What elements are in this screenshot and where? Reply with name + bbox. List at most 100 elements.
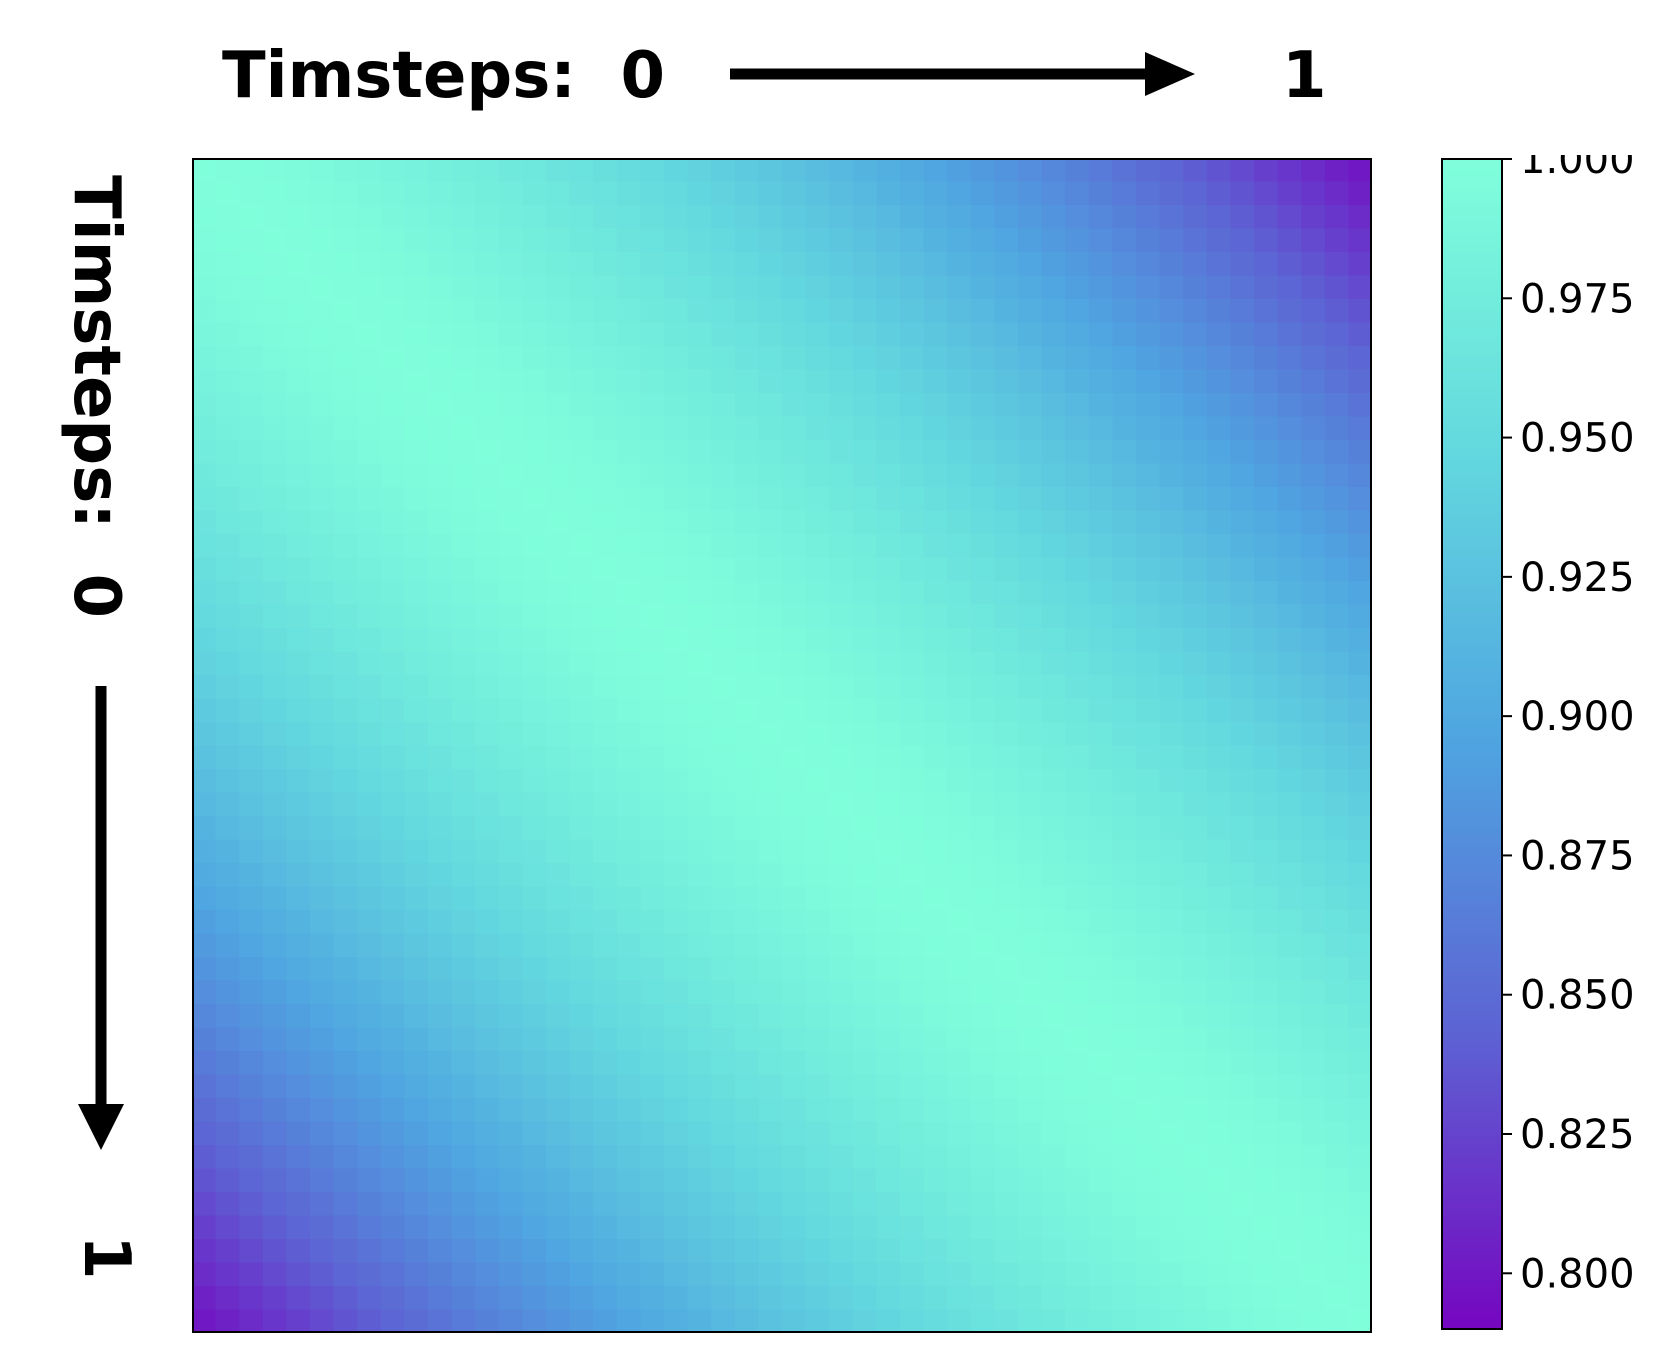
heatmap-cell	[192, 252, 217, 277]
heatmap-cell	[616, 863, 641, 888]
heatmap-cell	[664, 205, 689, 230]
colorbar-tick-label: 0.875	[1520, 833, 1635, 879]
colorbar-gradient	[1441, 158, 1503, 1330]
heatmap-cell	[380, 1098, 405, 1123]
heatmap-cell	[1065, 393, 1090, 418]
heatmap-cell	[758, 1215, 783, 1240]
heatmap-cell	[829, 299, 854, 324]
heatmap-cell	[1301, 675, 1326, 700]
heatmap-cell	[711, 957, 736, 982]
heatmap-cell	[333, 1262, 358, 1287]
heatmap-cell	[1348, 698, 1372, 723]
heatmap-cell	[1065, 440, 1090, 465]
heatmap-cell	[687, 1027, 712, 1052]
heatmap-cell	[1018, 534, 1043, 559]
heatmap-cell	[734, 1145, 759, 1170]
heatmap-cell	[616, 252, 641, 277]
heatmap-cell	[758, 369, 783, 394]
heatmap-cell	[333, 980, 358, 1005]
heatmap-cell	[970, 628, 995, 653]
heatmap-cell	[546, 1004, 571, 1029]
heatmap-cell	[782, 463, 807, 488]
heatmap-cell	[852, 487, 877, 512]
heatmap-cell	[428, 628, 453, 653]
heatmap-cell	[829, 369, 854, 394]
heatmap-cell	[876, 510, 901, 535]
heatmap-cell	[286, 745, 311, 770]
heatmap-cell	[451, 346, 476, 371]
heatmap-cell	[593, 675, 618, 700]
heatmap-cell	[192, 1215, 217, 1240]
heatmap-cell	[1277, 228, 1302, 253]
heatmap-cell	[1324, 228, 1349, 253]
heatmap-cell	[1018, 1074, 1043, 1099]
heatmap-cell	[475, 1098, 500, 1123]
heatmap-cell	[1301, 158, 1326, 183]
heatmap-cell	[852, 1168, 877, 1193]
heatmap-cell	[1136, 863, 1161, 888]
x-axis-end: 1	[1282, 39, 1327, 113]
heatmap-cell	[829, 346, 854, 371]
heatmap-cell	[829, 1286, 854, 1311]
heatmap-cell	[1112, 487, 1137, 512]
heatmap-cell	[1254, 933, 1279, 958]
heatmap-cell	[947, 839, 972, 864]
heatmap-cell	[664, 910, 689, 935]
heatmap-cell	[900, 557, 925, 582]
heatmap-cell	[1018, 722, 1043, 747]
heatmap-cell	[994, 463, 1019, 488]
heatmap-cell	[286, 1239, 311, 1264]
heatmap-cell	[1277, 1145, 1302, 1170]
heatmap-cell	[310, 604, 335, 629]
heatmap-cell	[451, 1262, 476, 1287]
heatmap-cell	[1136, 980, 1161, 1005]
heatmap-cell	[711, 510, 736, 535]
heatmap-cell	[900, 628, 925, 653]
heatmap-cell	[900, 980, 925, 1005]
heatmap-cell	[1206, 698, 1231, 723]
heatmap-cell	[1088, 1074, 1113, 1099]
heatmap-cell	[498, 393, 523, 418]
heatmap-cell	[593, 275, 618, 300]
heatmap-cell	[1254, 581, 1279, 606]
heatmap-cell	[805, 158, 830, 183]
heatmap-cell	[1065, 534, 1090, 559]
heatmap-cell	[923, 957, 948, 982]
heatmap-cell	[475, 839, 500, 864]
heatmap-cell	[593, 957, 618, 982]
heatmap-cell	[380, 158, 405, 183]
heatmap-cell	[782, 1121, 807, 1146]
heatmap-cell	[1112, 1098, 1137, 1123]
heatmap-cell	[1348, 299, 1372, 324]
heatmap-cell	[1206, 346, 1231, 371]
heatmap-cell	[239, 322, 264, 347]
heatmap-cell	[1324, 1215, 1349, 1240]
heatmap-cell	[782, 369, 807, 394]
heatmap-cell	[593, 1027, 618, 1052]
heatmap-cell	[310, 816, 335, 841]
heatmap-cell	[664, 1215, 689, 1240]
heatmap-cell	[546, 863, 571, 888]
heatmap-cell	[1254, 1121, 1279, 1146]
heatmap-cell	[1088, 393, 1113, 418]
heatmap-cell	[451, 745, 476, 770]
heatmap-cell	[1065, 1168, 1090, 1193]
heatmap-cell	[404, 1121, 429, 1146]
heatmap-cell	[357, 980, 382, 1005]
heatmap-cell	[734, 557, 759, 582]
heatmap-cell	[1041, 393, 1066, 418]
heatmap-cell	[900, 769, 925, 794]
heatmap-cell	[805, 440, 830, 465]
heatmap-cell	[286, 933, 311, 958]
heatmap-cell	[404, 675, 429, 700]
heatmap-cell	[1088, 1027, 1113, 1052]
heatmap-cell	[498, 581, 523, 606]
heatmap-cell	[805, 1192, 830, 1217]
heatmap-cell	[475, 651, 500, 676]
heatmap-cell	[1136, 675, 1161, 700]
heatmap-cell	[192, 299, 217, 324]
heatmap-cell	[215, 863, 240, 888]
heatmap-cell	[451, 675, 476, 700]
heatmap-cell	[310, 1239, 335, 1264]
heatmap-cell	[310, 1215, 335, 1240]
